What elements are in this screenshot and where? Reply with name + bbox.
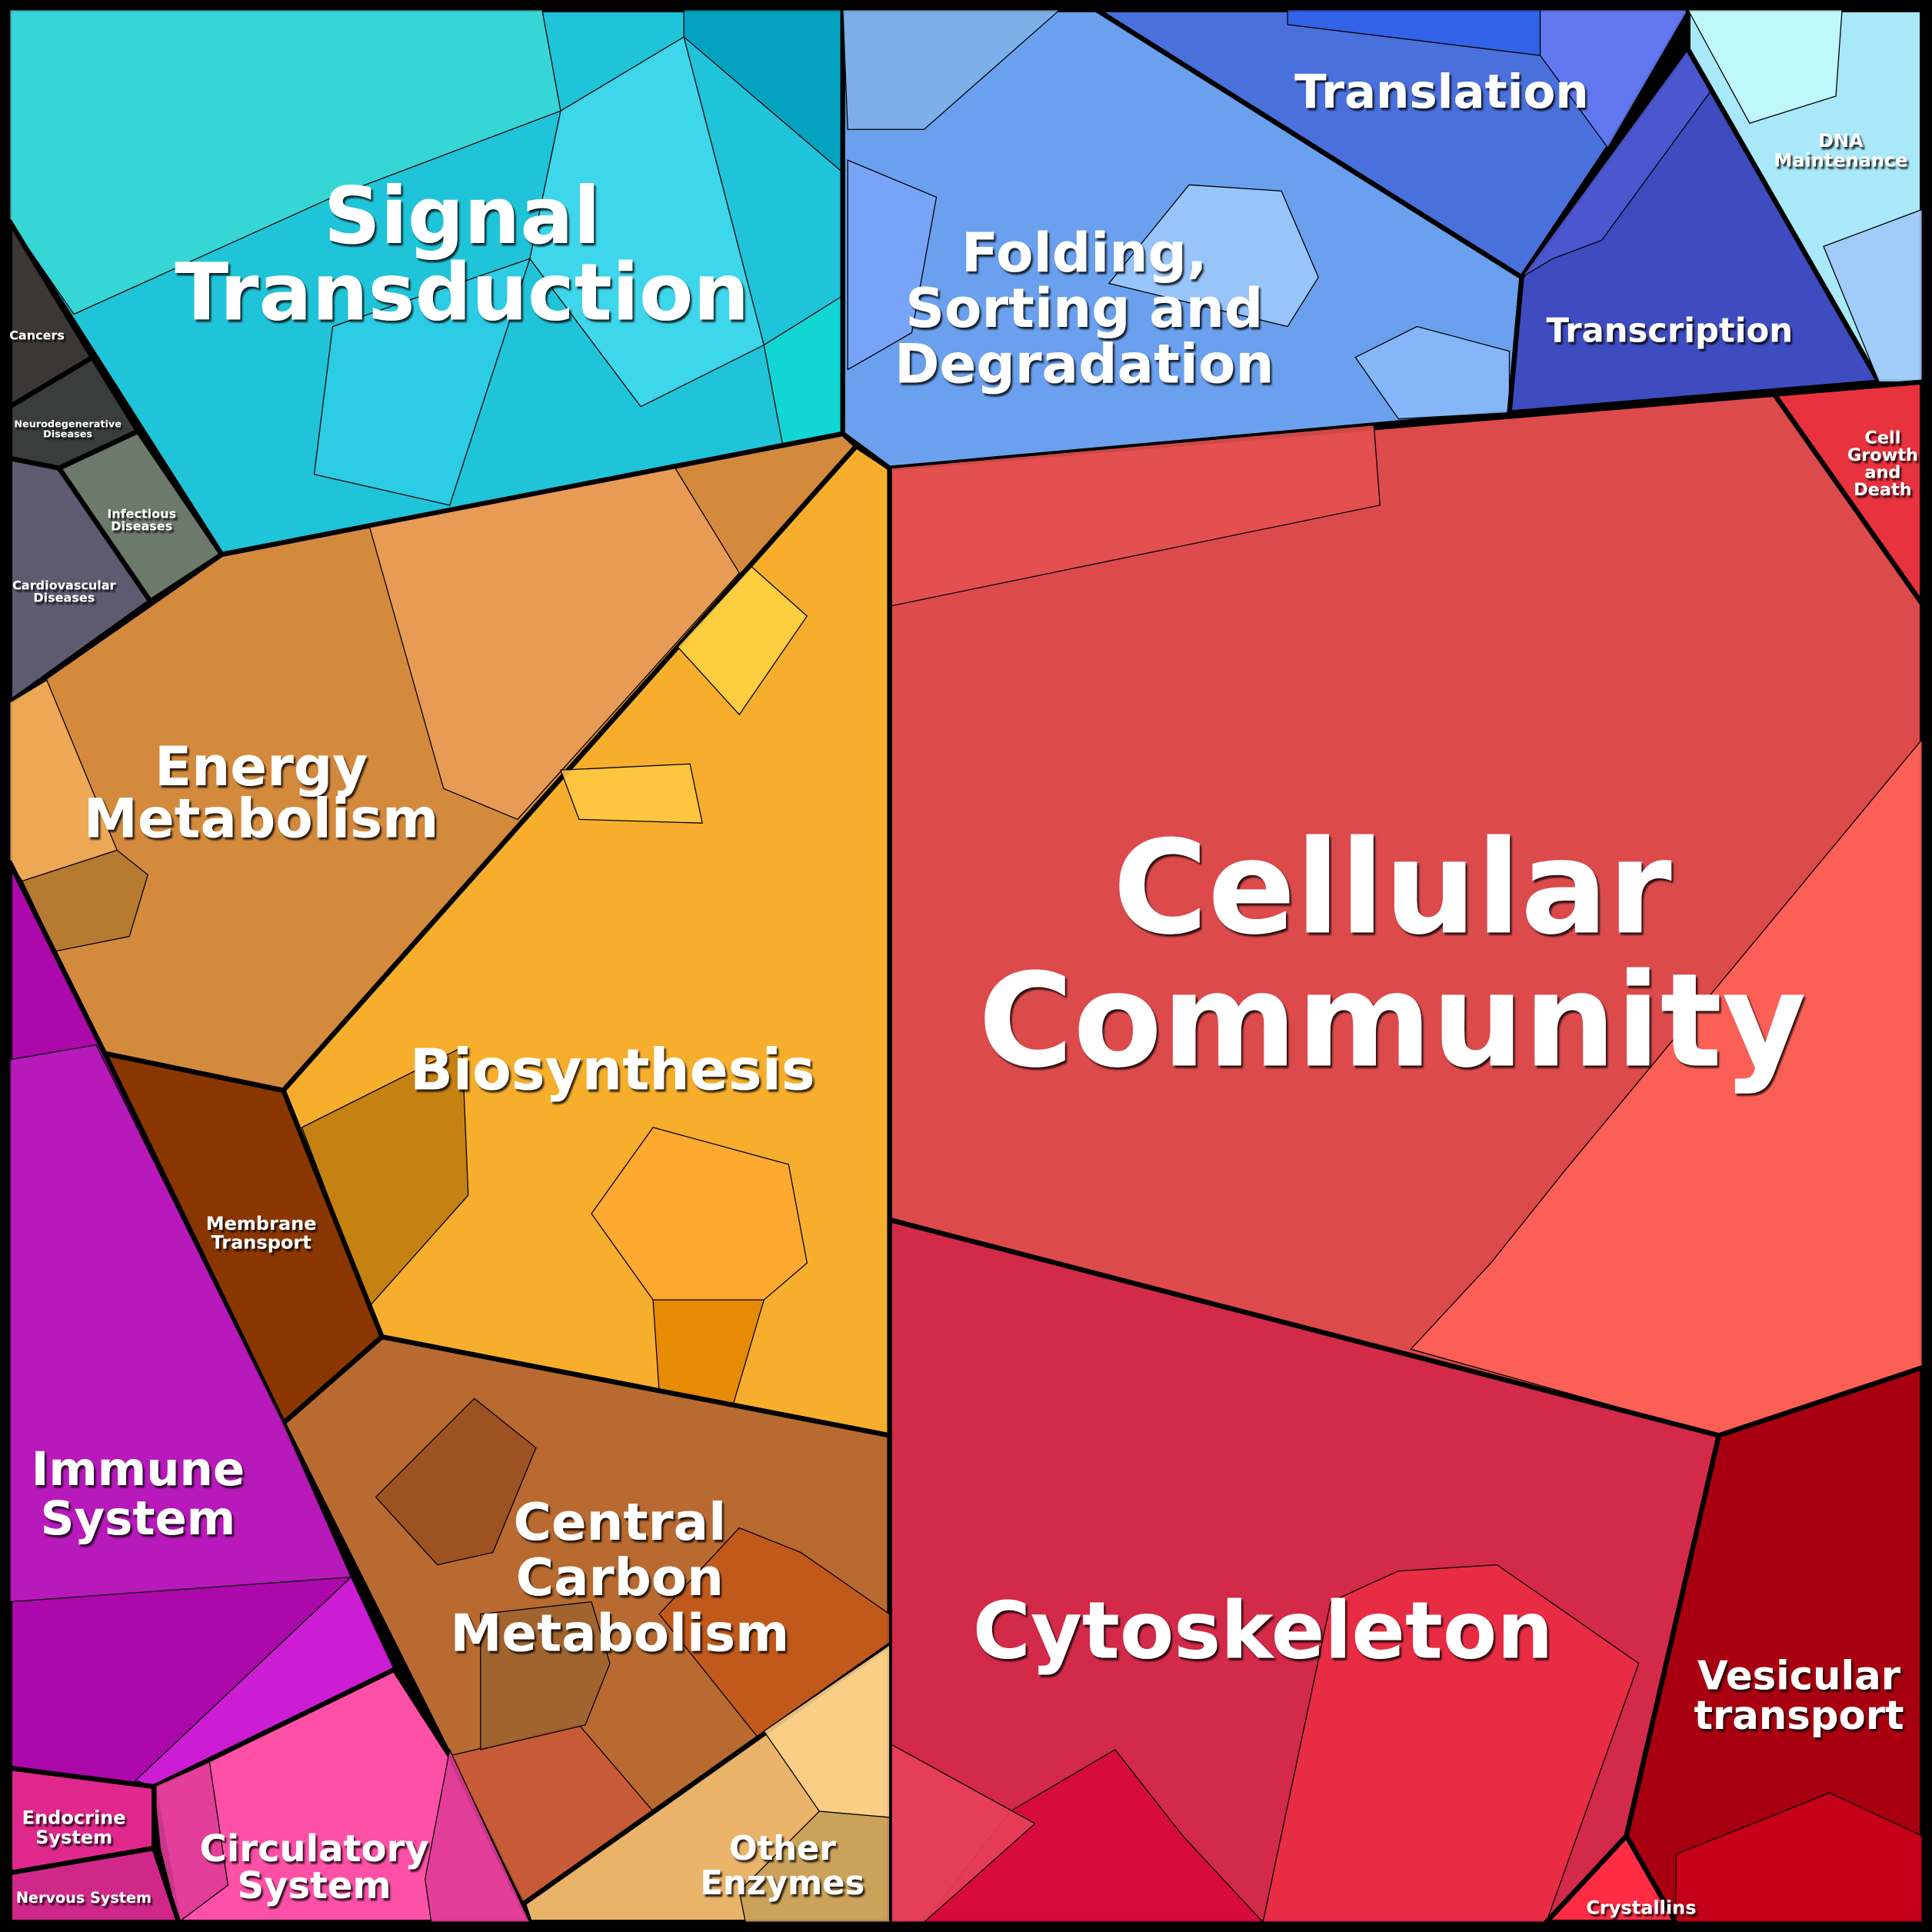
label-line: System — [41, 1491, 236, 1546]
subcell — [560, 763, 703, 824]
label-line: Cardiovascular — [12, 578, 115, 593]
label-line: Diseases — [111, 519, 172, 534]
region-label: Infectious Diseases — [107, 507, 176, 534]
region-label: Other Enzymes — [700, 1830, 864, 1903]
region-label: Central Carbon Metabolism — [450, 1492, 789, 1663]
label-line: Translation — [1294, 65, 1588, 119]
label-line: Endocrine — [22, 1807, 126, 1828]
subcell — [375, 1397, 537, 1566]
subcell — [1687, 9, 1843, 124]
label-line: Other — [729, 1830, 837, 1868]
subcell — [738, 1810, 891, 1923]
subcell — [1539, 9, 1689, 149]
label-line: Cellular — [1113, 812, 1672, 963]
label-line: Energy — [155, 735, 368, 798]
label-line: Metabolism — [84, 787, 439, 850]
subcell — [1675, 1792, 1923, 1923]
region-label: Vesicular transport — [1694, 1654, 1904, 1739]
region-label: Immune System — [32, 1442, 245, 1546]
crystallins-region — [1544, 1833, 1678, 1925]
label-line: Community — [978, 945, 1807, 1096]
region-label: Membrane Transport — [206, 1213, 317, 1253]
label-line: Growth — [1847, 445, 1918, 465]
subcell — [847, 159, 938, 371]
label-line: Transduction — [175, 248, 749, 339]
region-label: Cardiovascular Diseases — [12, 578, 115, 605]
label-line: Metabolism — [450, 1603, 789, 1663]
subcell — [1354, 325, 1511, 420]
label-line: Transcription — [1546, 311, 1793, 350]
label-line: DNA — [1818, 130, 1864, 152]
subcell — [368, 468, 741, 821]
region-label: Cytoskeleton — [973, 1585, 1554, 1677]
region-label: Circulatory System — [200, 1827, 429, 1907]
label-line: Immune — [32, 1442, 245, 1497]
label-line: Degradation — [894, 332, 1274, 395]
region-label: Neurodegenerative Diseases — [14, 419, 122, 441]
label-line: Cancers — [9, 328, 65, 342]
disease-region — [7, 455, 153, 705]
region-label: Crystallins — [1586, 1897, 1696, 1918]
label-line: Diseases — [33, 591, 95, 605]
label-line: Nervous System — [16, 1889, 152, 1907]
region-label: DNA Maintenance — [1774, 130, 1907, 172]
subcell — [425, 1747, 531, 1923]
subcell — [9, 1044, 352, 1603]
label-line: System — [237, 1864, 391, 1907]
subcell — [529, 36, 765, 408]
regions — [7, 7, 1925, 1925]
labels: Signal Transduction Cancers Neurodegenerati… — [9, 65, 1918, 1919]
label-line: Maintenance — [1774, 150, 1907, 172]
region-label: Biosynthesis — [410, 1038, 815, 1103]
region-label: Folding, Sorting and Degradation — [894, 222, 1274, 395]
nervous-region — [7, 1845, 182, 1925]
region-label: Energy Metabolism — [84, 735, 439, 850]
region-label: Cell Growth and Death — [1847, 428, 1918, 500]
label-line: Infectious — [107, 507, 176, 521]
label-line: Signal — [324, 171, 601, 262]
label-line: Vesicular — [1697, 1654, 1901, 1700]
region-label: Translation — [1294, 65, 1588, 119]
label-line: Circulatory — [200, 1827, 429, 1870]
subcell — [677, 566, 808, 716]
subcell — [1108, 184, 1319, 328]
label-line: Cell — [1864, 428, 1900, 448]
label-line: Membrane — [206, 1213, 317, 1234]
cell-growth-region — [1771, 379, 1925, 607]
label-line: Death — [1854, 480, 1912, 500]
label-line: Central — [513, 1492, 726, 1552]
region-label: Cellular Community — [978, 812, 1807, 1096]
subcell — [9, 679, 118, 882]
region-label: Signal Transduction — [175, 171, 749, 338]
subcell — [480, 1601, 611, 1750]
region-label: Nervous System — [16, 1889, 152, 1907]
label-line: System — [35, 1827, 112, 1848]
label-line: Neurodegenerative — [14, 419, 122, 431]
subcell — [842, 9, 1061, 130]
label-line: Transport — [212, 1231, 311, 1253]
label-line: Sorting and — [905, 277, 1263, 340]
label-line: transport — [1694, 1693, 1904, 1739]
label-line: Carbon — [516, 1547, 724, 1607]
label-line: Diseases — [43, 428, 92, 440]
label-line: Crystallins — [1586, 1897, 1696, 1918]
region-label: Cancers — [9, 328, 65, 342]
subcell — [153, 1760, 229, 1924]
region-label: Endocrine System — [22, 1807, 126, 1848]
label-line: Biosynthesis — [410, 1038, 815, 1103]
label-line: Enzymes — [700, 1864, 864, 1903]
subcell — [313, 258, 531, 506]
region-label: Transcription — [1546, 311, 1793, 350]
label-line: Folding, — [961, 222, 1208, 285]
label-line: and — [1864, 462, 1900, 482]
label-line: Cytoskeleton — [973, 1585, 1554, 1677]
